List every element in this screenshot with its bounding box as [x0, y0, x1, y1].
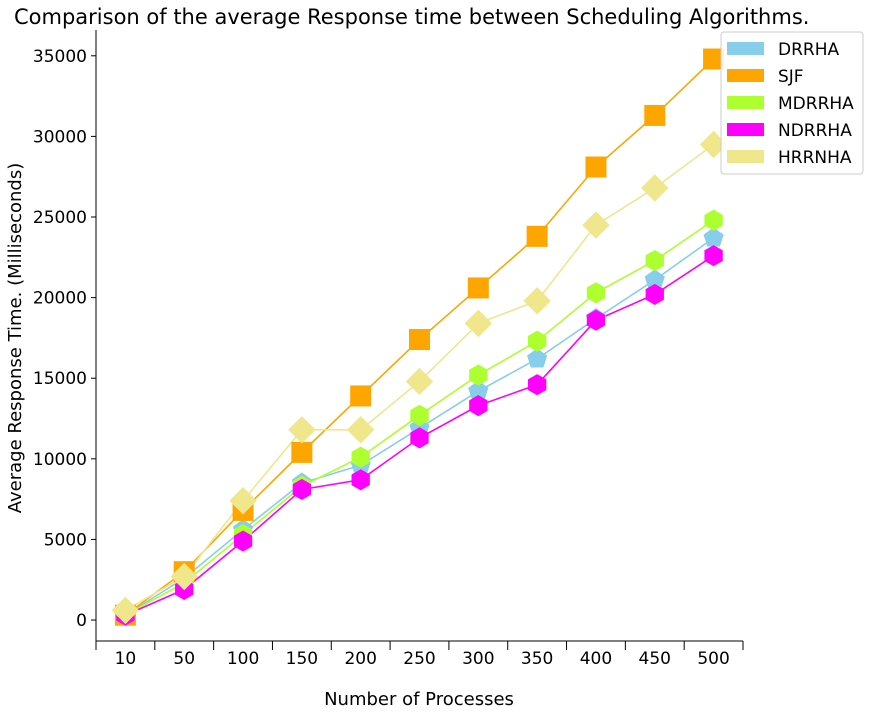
data-point-ndrrha [351, 469, 370, 491]
legend-label: MDRRHA [778, 94, 854, 114]
data-point-hrrnha [111, 596, 140, 625]
data-point-mdrrha [645, 249, 664, 272]
axes: 0 5000 10000 15000 20000 25000 30000 35000 10 50 1… [33, 30, 744, 669]
legend-swatch-sjf [727, 69, 764, 82]
x-tick-label: 350 [521, 649, 553, 669]
data-point-mdrrha [469, 364, 488, 386]
x-tick-label: 450 [639, 649, 671, 669]
data-point-mdrrha [704, 209, 723, 231]
data-point-ndrrha [704, 245, 723, 267]
data-point-ndrrha [233, 530, 253, 552]
legend-swatch-hrrnha [727, 150, 764, 163]
legend-box [720, 31, 864, 175]
legend-label: SJF [778, 67, 804, 87]
series-markers [111, 48, 728, 626]
y-tick-label: 15000 [33, 369, 87, 389]
data-point-sjf [409, 329, 430, 351]
data-point-ndrrha [645, 283, 664, 305]
data-point-ndrrha [469, 395, 488, 417]
x-tick-label: 500 [697, 649, 729, 669]
y-tick-label: 5000 [44, 530, 87, 550]
data-point-hrrnha [288, 416, 316, 444]
legend-label: DRRHA [778, 40, 839, 60]
y-tick-label: 20000 [33, 289, 87, 309]
data-point-sjf [526, 225, 548, 247]
x-axis-label: Number of Processes [324, 689, 514, 710]
x-tick-label: 250 [403, 649, 435, 669]
data-point-hrrnha [170, 562, 198, 591]
x-tick-label: 300 [462, 649, 494, 669]
x-tick-label: 50 [173, 649, 195, 669]
chart-title: Comparison of the average Response time … [14, 5, 809, 29]
y-tick-label: 0 [76, 611, 87, 631]
data-point-drrha [527, 348, 548, 368]
x-tick-label: 150 [286, 649, 318, 669]
legend-label: HRRNHA [778, 148, 852, 168]
legend-swatch-mdrrha [727, 96, 764, 109]
x-tick-label: 200 [344, 649, 376, 669]
data-point-ndrrha [410, 427, 429, 449]
y-tick-label: 25000 [33, 208, 87, 228]
data-point-mdrrha [586, 282, 606, 304]
data-point-hrrnha [641, 174, 669, 202]
data-point-sjf [350, 385, 372, 407]
legend-swatch-ndrrha [727, 123, 764, 136]
data-point-sjf [467, 277, 489, 299]
data-point-sjf [291, 441, 313, 463]
data-point-hrrnha [523, 287, 551, 315]
data-point-ndrrha [527, 374, 547, 396]
x-tick-label: 400 [580, 649, 612, 669]
data-point-ndrrha [292, 478, 312, 501]
data-point-ndrrha [586, 309, 606, 331]
x-tick-label: 100 [227, 649, 259, 669]
data-point-mdrrha [351, 446, 370, 468]
data-point-hrrnha [405, 367, 434, 396]
y-tick-label: 30000 [33, 127, 87, 147]
data-point-hrrnha [346, 416, 375, 444]
data-point-sjf [644, 104, 666, 126]
y-axis-label: Average Response Time. (Milliseconds) [5, 163, 26, 513]
data-point-sjf [585, 156, 607, 178]
data-point-mdrrha [527, 330, 547, 352]
data-point-hrrnha [229, 487, 257, 515]
legend-swatch-drrha [727, 42, 764, 55]
data-point-mdrrha [410, 404, 429, 426]
data-point-hrrnha [464, 309, 493, 338]
legend: DRRHA SJF MDRRHA NDRRHA HRRNHA [720, 31, 864, 175]
data-point-hrrnha [582, 211, 610, 239]
legend-label: NDRRHA [778, 121, 852, 141]
y-tick-label: 10000 [33, 450, 87, 470]
y-tick-label: 35000 [33, 47, 87, 67]
x-tick-label: 10 [115, 649, 137, 669]
